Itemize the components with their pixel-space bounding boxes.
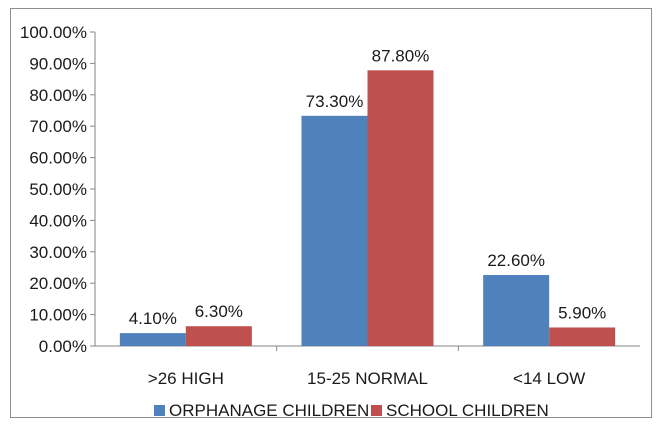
x-category-label: <14 LOW (513, 369, 585, 388)
legend-swatch (371, 405, 382, 416)
y-tick-label: 100.00% (20, 23, 87, 42)
data-label: 87.80% (372, 46, 430, 65)
legend-label: ORPHANAGE CHILDREN (169, 401, 369, 420)
data-labels: 4.10% 6.30% 73.30% 87.80% 22.60% 5.90% (129, 46, 607, 328)
y-tick-label: 50.00% (29, 180, 87, 199)
x-axis-categories: >26 HIGH 15-25 NORMAL <14 LOW (148, 369, 586, 388)
data-label: 22.60% (487, 251, 545, 270)
y-tick-label: 60.00% (29, 149, 87, 168)
y-tick-label: 10.00% (29, 306, 87, 325)
legend-swatch (154, 405, 165, 416)
y-tick-label: 40.00% (29, 211, 87, 230)
y-axis-ticks: 0.00% 10.00% 20.00% 30.00% 40.00% 50.00% 60.00… (20, 23, 95, 356)
y-tick-label: 90.00% (29, 54, 87, 73)
y-tick-label: 80.00% (29, 86, 87, 105)
data-label: 5.90% (558, 303, 606, 322)
bars (119, 70, 616, 347)
legend-label: SCHOOL CHILDREN (386, 401, 549, 420)
y-tick-label: 0.00% (39, 337, 87, 356)
y-tick-label: 20.00% (29, 274, 87, 293)
y-tick-label: 70.00% (29, 117, 87, 136)
bar (185, 326, 252, 346)
x-category-label: 15-25 NORMAL (307, 369, 428, 388)
bar (367, 70, 434, 347)
bar (301, 115, 368, 346)
data-label: 6.30% (195, 302, 243, 321)
legend: ORPHANAGE CHILDREN SCHOOL CHILDREN (154, 401, 549, 420)
bar (119, 333, 186, 346)
bar (549, 327, 616, 346)
data-label: 4.10% (129, 309, 177, 328)
x-category-label: >26 HIGH (148, 369, 224, 388)
bar (483, 275, 550, 346)
data-label: 73.30% (306, 92, 364, 111)
y-tick-label: 30.00% (29, 243, 87, 262)
